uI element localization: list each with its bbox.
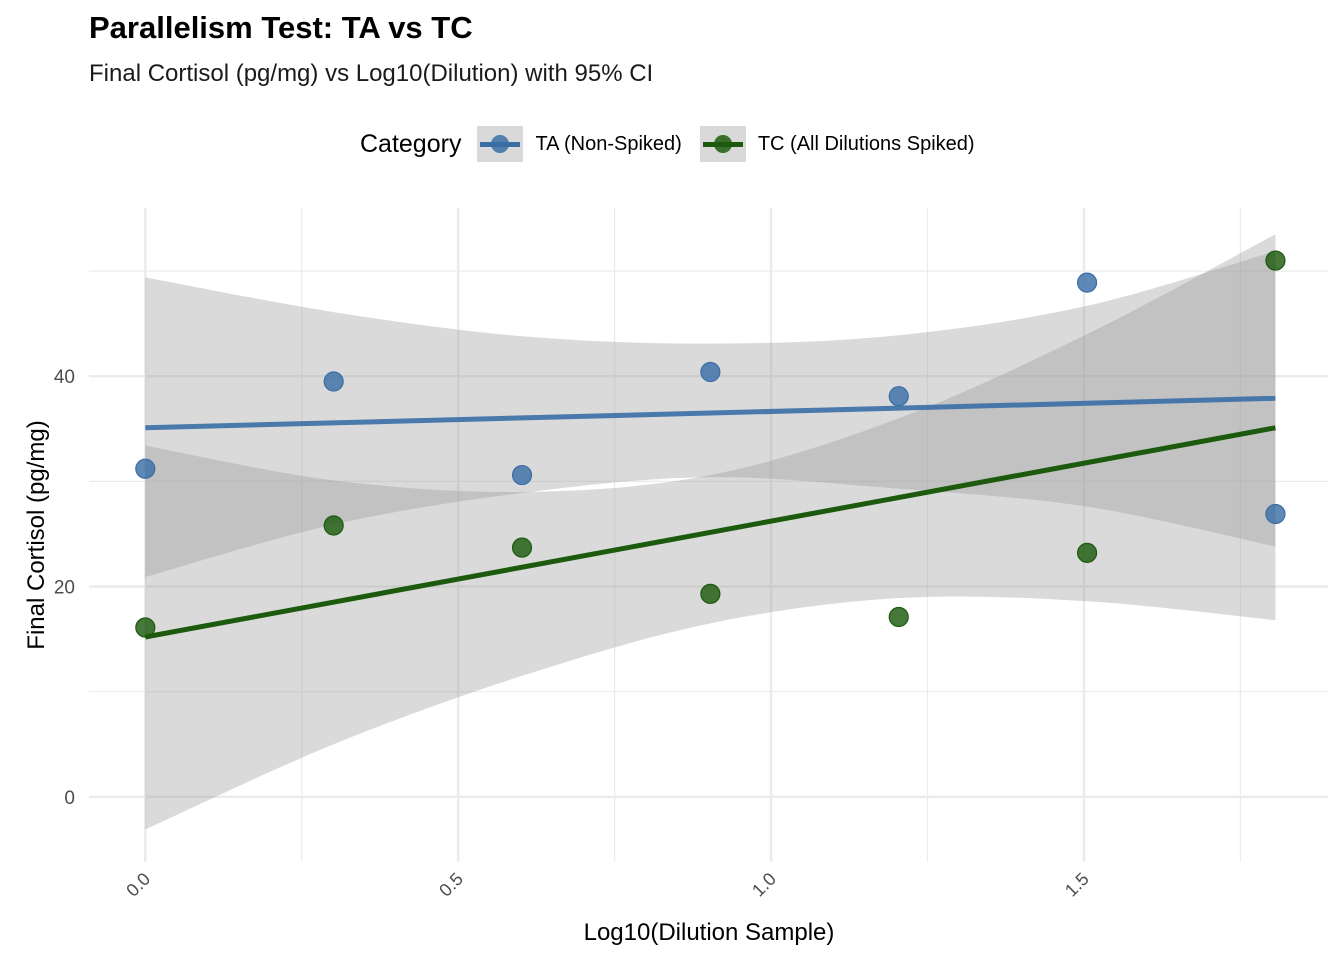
chart-title: Parallelism Test: TA vs TC (89, 10, 473, 45)
grid (89, 208, 1328, 862)
fit-lines (144, 395, 1276, 640)
data-point-ta (1265, 503, 1286, 525)
x-axis-ticks: 0.0 0.5 1.0 1.5 (122, 869, 1092, 901)
y-tick-label: 0 (64, 788, 75, 809)
data-point-ta (888, 386, 909, 407)
fit-line-ta (145, 395, 1276, 431)
x-tick-label: 0.5 (435, 869, 467, 901)
y-tick-label: 40 (54, 367, 75, 388)
y-axis-ticks: 0 20 40 (54, 367, 75, 809)
data-point-tc (700, 583, 721, 604)
data-point-ta (1076, 272, 1098, 293)
data-point-ta (323, 371, 344, 392)
data-point-tc (1265, 250, 1286, 271)
data-point-tc (888, 606, 909, 628)
legend-key-ta (477, 126, 524, 162)
legend-label-ta: TA (Non-Spiked) (535, 132, 682, 155)
legend-key-tc (699, 126, 746, 162)
data-point-ta (511, 464, 533, 486)
data-point-tc (511, 537, 533, 558)
legend-label-tc: TC (All Dilutions Spiked) (757, 132, 975, 155)
legend-item-ta: TA (Non-Spiked) (477, 126, 693, 162)
data-point-tc (1076, 542, 1098, 563)
data-point-tc (323, 515, 344, 536)
x-axis-title: Log10(Dilution Sample) (584, 919, 835, 946)
data-point-ta (135, 458, 156, 479)
legend-item-tc: TC (All Dilutions Spiked) (699, 126, 987, 162)
data-point-ta (700, 361, 721, 383)
legend-title: Category (360, 129, 462, 158)
x-tick-label: 1.5 (1061, 869, 1093, 901)
x-tick-label: 0.0 (122, 869, 154, 901)
data-points (135, 250, 1286, 638)
x-tick-label: 1.0 (748, 869, 780, 901)
data-point-tc (135, 617, 156, 638)
chart-subtitle: Final Cortisol (pg/mg) vs Log10(Dilution… (89, 60, 654, 87)
legend: Category TA (Non-Spiked) TC (All Dilutio… (360, 124, 993, 164)
y-tick-label: 20 (54, 578, 75, 599)
fit-line-tc (144, 425, 1276, 640)
y-axis-title: Final Cortisol (pg/mg) (23, 420, 50, 649)
